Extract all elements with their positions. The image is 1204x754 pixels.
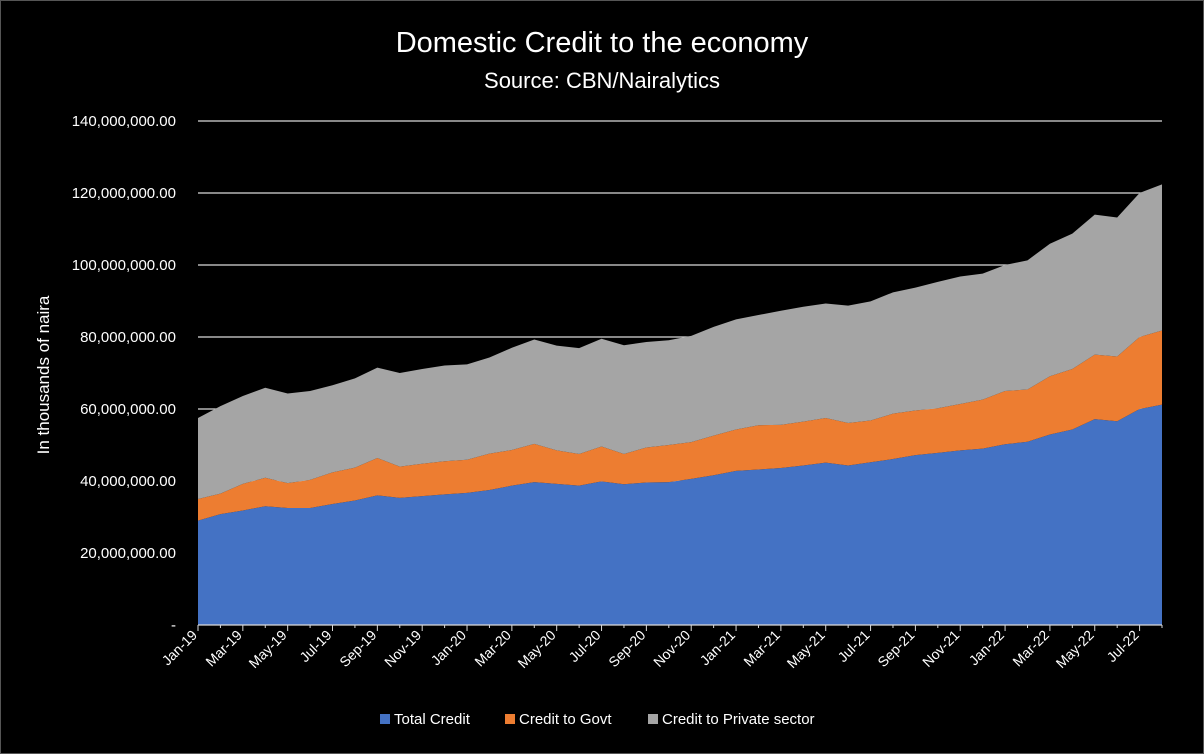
- legend-swatch: [505, 714, 515, 724]
- legend: Total Credit Credit to Govt Credit to Priv…: [380, 711, 815, 728]
- y-axis: - 20,000,000.00 40,000,000.00 60,000,000.00…: [72, 113, 176, 634]
- y-tick-label: 80,000,000.00: [80, 329, 176, 346]
- area-total-credit: [198, 404, 1162, 625]
- chart-subtitle: Source: CBN/Nairalytics: [484, 68, 720, 93]
- y-tick-label: 100,000,000.00: [72, 257, 176, 274]
- area-credit-to-govt: [198, 330, 1162, 521]
- y-tick-label: 60,000,000.00: [80, 401, 176, 418]
- y-tick-label: 20,000,000.00: [80, 545, 176, 562]
- legend-label: Credit to Govt: [519, 711, 612, 728]
- y-tick-label: -: [171, 617, 176, 634]
- y-tick-label: 40,000,000.00: [80, 473, 176, 490]
- legend-swatch: [380, 714, 390, 724]
- y-tick-label: 120,000,000.00: [72, 185, 176, 202]
- area-series: [198, 184, 1162, 625]
- y-tick-label: 140,000,000.00: [72, 113, 176, 130]
- y-axis-label: In thousands of naira: [34, 295, 53, 454]
- chart-title: Domestic Credit to the economy: [396, 27, 809, 59]
- area-credit-to-private-sector: [198, 184, 1162, 500]
- legend-swatch: [648, 714, 658, 724]
- legend-label: Total Credit: [394, 711, 471, 728]
- legend-label: Credit to Private sector: [662, 711, 815, 728]
